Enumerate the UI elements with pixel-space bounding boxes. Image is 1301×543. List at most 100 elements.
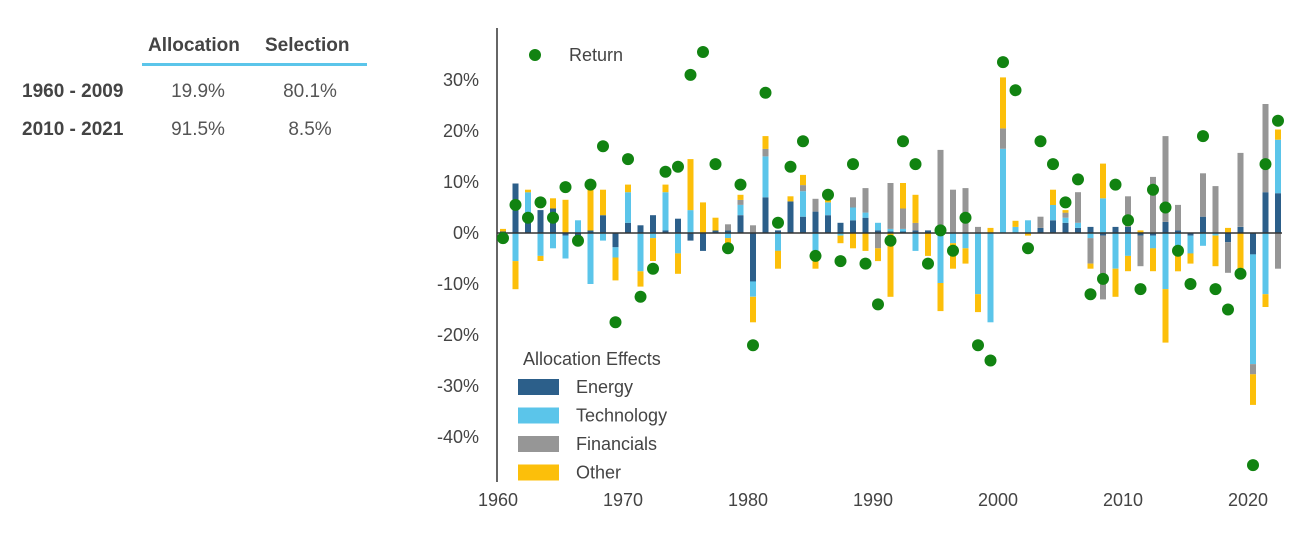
financials-bar: [1137, 235, 1144, 267]
y-tick-label: -10%: [437, 274, 479, 294]
financials-bar: [750, 225, 756, 233]
return-point: [747, 339, 759, 352]
return-point: [597, 140, 609, 153]
return-point: [1197, 130, 1209, 143]
return-point: [1009, 84, 1022, 97]
financials-bar: [1237, 152, 1244, 227]
other-bar: [1275, 129, 1281, 140]
energy-bar: [525, 217, 531, 233]
technology-bar: [725, 233, 731, 239]
return-point: [1172, 244, 1184, 257]
other-bar: [762, 136, 769, 149]
return-point: [784, 160, 797, 173]
allocation-value: 19.9%: [171, 81, 225, 102]
technology-bar: [675, 233, 681, 254]
energy-bar: [787, 201, 794, 233]
energy-bar: [1275, 193, 1281, 233]
other-bar: [687, 159, 694, 211]
technology-bar: [575, 220, 581, 234]
energy-bar: [637, 225, 644, 233]
energy-bar: [1075, 227, 1081, 233]
return-point: [909, 158, 922, 171]
energy-bar: [1250, 233, 1256, 255]
y-tick-label: -20%: [437, 325, 479, 345]
other-bar: [1162, 289, 1169, 343]
energy-bar: [575, 233, 581, 236]
y-tick-labels: 30% 20% 10% 0% -10% -20% -30% -40%: [437, 70, 479, 447]
other-bar: [1212, 235, 1219, 267]
technology-bar: [812, 233, 819, 254]
other-bar: [1125, 255, 1131, 272]
technology-bar: [1262, 233, 1269, 295]
y-tick-label: -40%: [437, 427, 479, 447]
other-bar: [1187, 253, 1194, 264]
other-bar: [525, 189, 531, 193]
other-bar: [775, 250, 781, 269]
financials-bar: [1125, 196, 1131, 227]
energy-bar: [1050, 220, 1056, 234]
technology-bar: [762, 156, 769, 198]
technology-legend-swatch: [518, 407, 559, 424]
return-point: [634, 290, 647, 303]
technology-bar: [900, 228, 906, 232]
return-point: [772, 216, 784, 229]
other-bar: [612, 257, 619, 281]
energy-bar: [687, 233, 694, 241]
return-points: [497, 46, 1284, 472]
y-tick-label: 30%: [443, 70, 479, 90]
other-bar: [975, 294, 981, 313]
return-point: [834, 255, 847, 268]
return-point: [1084, 288, 1097, 301]
allocation-effects-legend: Allocation Effects Energy Technology Finan…: [518, 349, 667, 483]
energy-bar: [662, 230, 669, 233]
return-point: [684, 68, 697, 81]
technology-bar: [750, 281, 756, 297]
technology-bar: [1187, 235, 1194, 254]
x-tick-labels: 1960 1970 1980 1990 2000 2010 2020: [478, 490, 1268, 510]
return-point: [1047, 158, 1059, 171]
return-point: [934, 224, 947, 237]
technology-bar: [1075, 222, 1081, 228]
financials-bar: [1100, 235, 1106, 300]
other-legend-label: Other: [576, 463, 621, 483]
financials-bar: [950, 189, 956, 234]
other-bar: [625, 184, 631, 193]
technology-bar: [1275, 139, 1281, 194]
return-point: [822, 188, 834, 201]
other-bar: [862, 233, 869, 251]
energy-bar: [762, 197, 769, 233]
financials-bar: [1000, 128, 1006, 149]
energy-bar: [1112, 226, 1119, 233]
technology-bar: [975, 233, 981, 295]
other-bar: [1012, 220, 1019, 227]
return-point: [672, 160, 684, 173]
other-bar: [1112, 268, 1119, 297]
energy-bar: [600, 215, 606, 234]
financials-legend-label: Financials: [576, 434, 657, 454]
return-point: [522, 211, 534, 224]
bars-layer: [500, 77, 1281, 405]
energy-bar: [850, 220, 856, 234]
financials-bar: [850, 197, 856, 208]
return-point: [872, 298, 884, 311]
energy-bar: [587, 230, 594, 233]
financials-bar: [900, 208, 906, 229]
energy-legend-label: Energy: [576, 377, 633, 397]
technology-bar: [587, 233, 594, 284]
technology-bar: [612, 247, 619, 258]
financials-bar: [1175, 204, 1181, 231]
other-bar: [962, 248, 969, 264]
energy-bar: [1200, 216, 1206, 233]
selection-header: Selection: [265, 35, 350, 56]
return-point: [709, 158, 722, 171]
technology-bar: [887, 228, 894, 232]
return-legend: Return: [529, 45, 623, 65]
return-point: [922, 257, 934, 270]
return-point: [547, 211, 559, 224]
return-point: [797, 135, 809, 148]
return-point: [509, 198, 522, 211]
financials-bar: [1200, 173, 1206, 217]
return-point: [1184, 278, 1197, 290]
technology-bar: [1050, 204, 1056, 221]
